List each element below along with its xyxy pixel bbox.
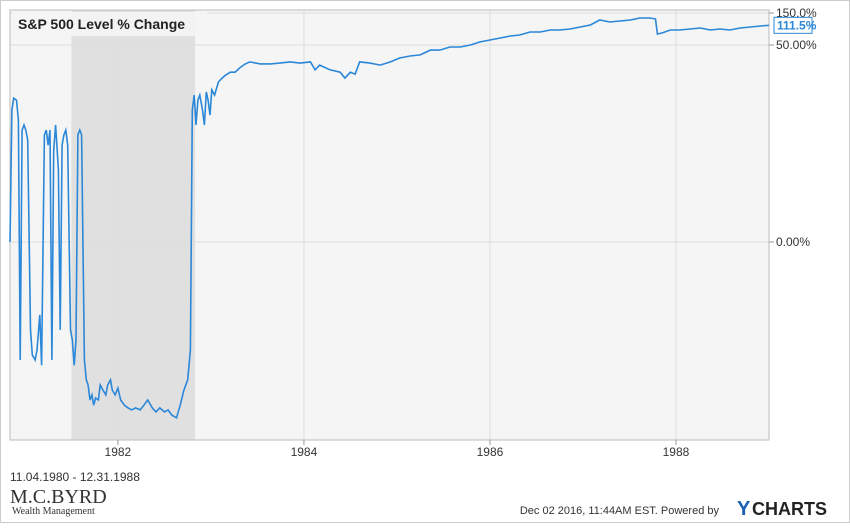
x-tick-label: 1988 [663, 445, 690, 459]
title-box [12, 12, 207, 36]
timestamp: Dec 02 2016, 11:44AM EST. Powered by [520, 505, 720, 517]
brand-y: Y [737, 498, 751, 520]
end-label: 111.5% [777, 18, 817, 32]
y-tick-label: 0.00% [776, 235, 810, 249]
x-tick-label: 1986 [477, 445, 504, 459]
x-tick-label: 1984 [291, 445, 318, 459]
x-tick-label: 1982 [105, 445, 132, 459]
chart-title: S&P 500 Level % Change [18, 16, 185, 32]
y-tick-label: 150.0% [776, 6, 817, 20]
y-tick-label: 50.00% [776, 38, 817, 52]
end-label-box [773, 16, 813, 34]
logo: M.C.BYRD [10, 486, 107, 508]
brand-rest: CHARTS [752, 499, 827, 519]
line [9, 17, 770, 419]
date-range: 11.04.1980 - 12.31.1988 [10, 470, 140, 484]
logo-subtitle: Wealth Management [12, 506, 95, 517]
shaded-region [71, 10, 196, 440]
